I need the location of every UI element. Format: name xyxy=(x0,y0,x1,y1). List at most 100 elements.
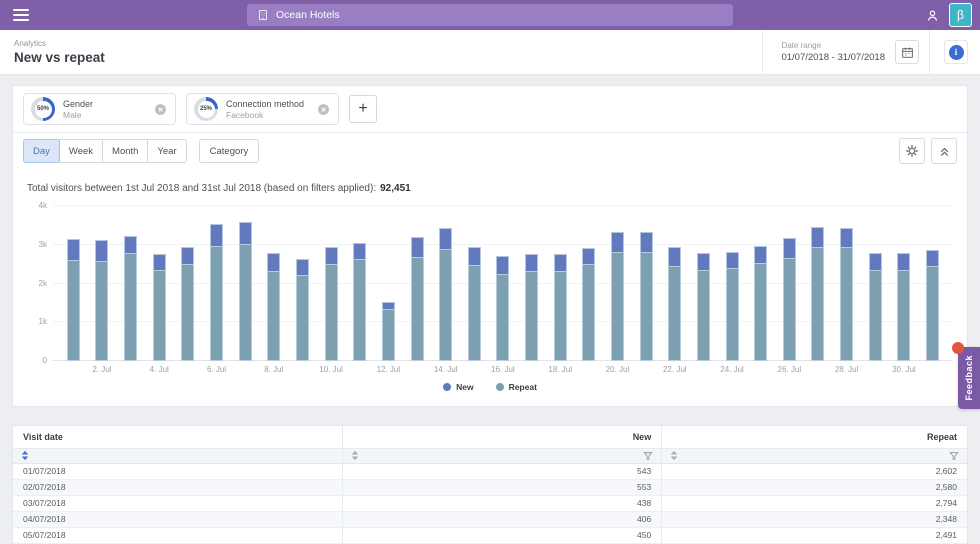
bar-day-8[interactable] xyxy=(259,206,288,361)
tab-day[interactable]: Day xyxy=(23,139,60,163)
filter-name: Connection method xyxy=(226,99,309,109)
remove-filter-icon[interactable] xyxy=(317,103,330,116)
bar-day-24[interactable] xyxy=(718,206,747,361)
x-tick-label xyxy=(116,365,145,374)
tab-month[interactable]: Month xyxy=(102,139,148,163)
x-tick-label: 12. Jul xyxy=(374,365,403,374)
bar-day-15[interactable] xyxy=(460,206,489,361)
legend-item-repeat[interactable]: Repeat xyxy=(496,382,537,392)
filter-name: Gender xyxy=(63,99,146,109)
sort-icon-visit-date[interactable] xyxy=(21,450,29,461)
filter-funnel-icon-repeat[interactable] xyxy=(949,451,959,461)
filter-value: Male xyxy=(63,110,146,120)
sort-icon-repeat[interactable] xyxy=(670,450,678,461)
connection-donut-chart: 25% xyxy=(194,97,218,121)
remove-filter-icon[interactable] xyxy=(154,103,167,116)
bar-day-21[interactable] xyxy=(632,206,661,361)
date-range-value: 01/07/2018 - 31/07/2018 xyxy=(781,52,885,63)
bar-day-22[interactable] xyxy=(660,206,689,361)
bar-day-7[interactable] xyxy=(231,206,260,361)
repeat-segment xyxy=(783,258,796,361)
bar-day-14[interactable] xyxy=(431,206,460,361)
repeat-segment xyxy=(926,266,939,361)
bar-day-16[interactable] xyxy=(489,206,518,361)
bar-day-4[interactable] xyxy=(145,206,174,361)
bar-day-11[interactable] xyxy=(345,206,374,361)
visitors-table: Visit date New Repeat xyxy=(13,426,967,544)
bar-day-25[interactable] xyxy=(746,206,775,361)
settings-button[interactable] xyxy=(899,138,925,164)
bar-day-6[interactable] xyxy=(202,206,231,361)
hotel-selector[interactable]: Ocean Hotels xyxy=(247,4,733,26)
collapse-button[interactable] xyxy=(931,138,957,164)
page-title: New vs repeat xyxy=(14,50,762,65)
new-segment xyxy=(210,224,223,246)
y-axis: 4k 3k 2k 1k 0 xyxy=(27,206,53,361)
hotel-selector-label: Ocean Hotels xyxy=(276,9,340,21)
tab-year[interactable]: Year xyxy=(147,139,186,163)
date-range-section: Date range 01/07/2018 - 31/07/2018 xyxy=(762,30,929,75)
bar-day-2[interactable] xyxy=(88,206,117,361)
hamburger-menu-icon[interactable] xyxy=(13,9,29,21)
tab-week[interactable]: Week xyxy=(59,139,103,163)
filter-chip-gender[interactable]: 50% Gender Male xyxy=(23,93,176,125)
new-series-dot xyxy=(443,383,451,391)
beta-badge-button[interactable]: β xyxy=(949,3,972,27)
x-tick-label xyxy=(403,365,432,374)
bar-day-26[interactable] xyxy=(775,206,804,361)
filter-value: Facebook xyxy=(226,110,309,120)
bar-day-5[interactable] xyxy=(174,206,203,361)
bar-day-10[interactable] xyxy=(317,206,346,361)
x-tick-label xyxy=(231,365,260,374)
bar-day-27[interactable] xyxy=(804,206,833,361)
repeat-segment xyxy=(668,266,681,361)
new-segment xyxy=(296,259,309,275)
repeat-segment xyxy=(181,264,194,361)
info-button[interactable]: i xyxy=(944,40,968,64)
new-segment xyxy=(582,248,595,264)
gender-percent: 50% xyxy=(35,101,52,118)
new-segment xyxy=(525,254,538,271)
filter-chip-connection-method[interactable]: 25% Connection method Facebook xyxy=(186,93,339,125)
bar-day-28[interactable] xyxy=(832,206,861,361)
feedback-tab[interactable]: Feedback xyxy=(958,347,980,409)
add-filter-button[interactable]: + xyxy=(349,95,377,123)
column-header-new: New xyxy=(342,426,662,448)
bar-day-9[interactable] xyxy=(288,206,317,361)
bar-day-19[interactable] xyxy=(575,206,604,361)
column-header-visit-date: Visit date xyxy=(13,426,342,448)
x-tick-label: 8. Jul xyxy=(259,365,288,374)
new-segment xyxy=(153,254,166,270)
repeat-segment xyxy=(611,252,624,361)
user-icon[interactable] xyxy=(925,8,940,23)
calendar-icon xyxy=(901,46,914,59)
bar-day-31[interactable] xyxy=(918,206,947,361)
bar-day-29[interactable] xyxy=(861,206,890,361)
x-axis-labels: 2. Jul4. Jul6. Jul8. Jul10. Jul12. Jul14… xyxy=(53,365,953,374)
sort-icon-new[interactable] xyxy=(351,450,359,461)
repeat-segment xyxy=(811,247,824,361)
table-row: 02/07/20185532,580 xyxy=(13,479,967,495)
new-segment xyxy=(811,227,824,246)
tab-category[interactable]: Category xyxy=(199,139,260,163)
bar-day-12[interactable] xyxy=(374,206,403,361)
chevron-double-up-icon xyxy=(938,145,951,158)
bar-chart xyxy=(53,206,953,361)
bar-day-1[interactable] xyxy=(59,206,88,361)
legend-item-new[interactable]: New xyxy=(443,382,473,392)
bar-day-30[interactable] xyxy=(890,206,919,361)
breadcrumb: Analytics xyxy=(14,39,762,48)
calendar-button[interactable] xyxy=(895,40,919,64)
repeat-segment xyxy=(325,264,338,361)
repeat-segment xyxy=(411,257,424,361)
bar-day-13[interactable] xyxy=(403,206,432,361)
bar-day-20[interactable] xyxy=(603,206,632,361)
x-tick-label: 24. Jul xyxy=(718,365,747,374)
new-segment xyxy=(468,247,481,266)
bar-day-18[interactable] xyxy=(546,206,575,361)
bar-day-3[interactable] xyxy=(116,206,145,361)
x-tick-label xyxy=(575,365,604,374)
bar-day-23[interactable] xyxy=(689,206,718,361)
filter-funnel-icon-new[interactable] xyxy=(643,451,653,461)
bar-day-17[interactable] xyxy=(517,206,546,361)
